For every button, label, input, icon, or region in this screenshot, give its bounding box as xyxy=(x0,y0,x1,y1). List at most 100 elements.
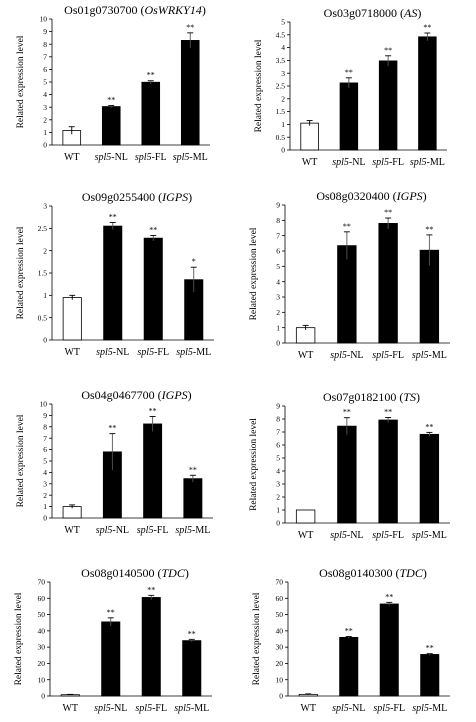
y-tick-label: 7 xyxy=(43,434,47,443)
y-tick-label: 0 xyxy=(43,514,47,523)
x-tick-label-tissue: -NL xyxy=(347,530,364,541)
significance-mark: ** xyxy=(188,629,196,638)
y-tick-label: 30 xyxy=(276,643,284,652)
x-tick-label: spl5-NL xyxy=(332,157,365,168)
significance-mark: ** xyxy=(147,71,155,80)
x-tick-label-tissue: -ML xyxy=(191,703,209,714)
chart-title: Os04g0467700 (IGPS) xyxy=(81,388,191,402)
x-tick-label: spl5-NL xyxy=(96,525,129,536)
significance-mark: ** xyxy=(109,213,117,222)
y-tick-label: 0 xyxy=(43,141,47,150)
bar-3 xyxy=(143,423,163,519)
x-tick-label-tissue: -FL xyxy=(390,703,405,714)
x-tick-label: WT xyxy=(64,525,80,536)
y-tick-label: 70 xyxy=(38,578,46,587)
chart-panel-7: Os08g0140500 (TDC) 0 10 20 30 40 50 60 70 Related… xyxy=(14,566,212,714)
bar-3 xyxy=(141,81,161,146)
bar-3 xyxy=(378,60,398,151)
x-tick-label-tissue: -NL xyxy=(111,703,128,714)
y-tick-label: 4 xyxy=(276,277,280,286)
y-tick-label: 0 xyxy=(276,339,280,348)
x-tick-label: spl5-FL xyxy=(137,347,169,358)
y-tick-label: 0 xyxy=(279,692,283,701)
x-tick-label: WT xyxy=(298,530,314,541)
x-tick-label-tissue: -NL xyxy=(113,347,130,358)
y-tick-label: 9 xyxy=(43,27,47,36)
significance-mark: ** xyxy=(189,465,197,474)
x-tick-label-genotype: spl5 xyxy=(332,157,349,168)
y-tick-label: 4.5 xyxy=(276,30,286,39)
y-axis-label: Related expression level xyxy=(16,226,26,319)
y-tick-label: 2 xyxy=(43,115,47,124)
y-tick-label: 50 xyxy=(38,610,46,619)
y-tick-label: 3 xyxy=(281,69,285,78)
y-tick-label: 0 xyxy=(41,692,45,701)
chart-title-gene: TS xyxy=(403,390,416,404)
chart-title-prefix: Os07g0182100 ( xyxy=(323,390,403,404)
x-tick-label-tissue: -ML xyxy=(429,530,447,541)
x-tick-label: spl5-FL xyxy=(135,152,167,163)
x-tick-label: spl5-ML xyxy=(410,157,445,168)
x-tick-label: spl5-NL xyxy=(332,703,365,714)
y-tick-label: 8 xyxy=(276,216,280,225)
y-axis-label: Related expression level xyxy=(16,35,26,128)
significance-mark: ** xyxy=(384,407,392,416)
x-tick-label: spl5-NL xyxy=(96,347,129,358)
x-tick-label-tissue: -FL xyxy=(152,703,167,714)
bar-3 xyxy=(378,222,398,344)
bar-4 xyxy=(418,36,437,151)
bar-1 xyxy=(62,297,82,341)
x-tick-label-genotype: spl5 xyxy=(412,703,429,714)
x-tick-label: WT xyxy=(302,157,318,168)
x-tick-label: spl5-NL xyxy=(330,530,363,541)
x-tick-label-genotype: spl5 xyxy=(330,350,347,361)
chart-title-suffix: ) xyxy=(423,189,427,203)
chart-title-gene: OsWRKY14 xyxy=(145,3,202,17)
bar-4 xyxy=(420,654,440,697)
x-tick-label-tissue: -ML xyxy=(189,152,207,163)
x-tick-label-genotype: spl5 xyxy=(372,350,389,361)
y-tick-label: 6 xyxy=(276,247,280,256)
y-tick-label: 0 xyxy=(276,519,280,528)
chart-title-prefix: Os03g0718000 ( xyxy=(324,6,404,20)
chart-title-gene: IGPS xyxy=(161,190,188,204)
x-tick-label-genotype: spl5 xyxy=(137,525,154,536)
y-tick-label: 1 xyxy=(43,291,47,300)
x-tick-label: spl5-ML xyxy=(412,350,447,361)
chart-title-gene: IGPS xyxy=(396,189,423,203)
y-tick-label: 1.5 xyxy=(38,269,48,278)
x-tick-label: spl5-ML xyxy=(174,703,209,714)
bar-3 xyxy=(143,237,163,341)
x-tick-label: spl5-ML xyxy=(412,530,447,541)
y-tick-label: 9 xyxy=(276,201,280,210)
chart-panel-5: Os04g0467700 (IGPS) 0 1 2 3 4 5 6 7 8 9 10 Related e… xyxy=(16,388,213,536)
chart-title: Os03g0718000 (AS) xyxy=(324,6,422,20)
chart-title: Os08g0140300 (TDC) xyxy=(319,566,427,580)
chart-title-prefix: Os01g0730700 ( xyxy=(64,3,144,17)
x-tick-label-tissue: -NL xyxy=(349,157,366,168)
x-tick-label-tissue: -FL xyxy=(154,347,169,358)
x-tick-label: spl5-FL xyxy=(372,157,404,168)
y-tick-label: 20 xyxy=(38,659,46,668)
bar-2 xyxy=(103,225,123,341)
chart-title-prefix: Os08g0320400 ( xyxy=(316,189,396,203)
significance-mark: ** xyxy=(384,208,392,217)
y-tick-label: 2 xyxy=(43,491,47,500)
y-axis-label: Related expression level xyxy=(14,592,24,685)
y-tick-label: 40 xyxy=(38,626,46,635)
y-tick-label: 2 xyxy=(276,308,280,317)
x-tick-label-genotype: spl5 xyxy=(330,530,347,541)
y-tick-label: 10 xyxy=(40,15,48,24)
chart-title-prefix: Os08g0140300 ( xyxy=(319,566,399,580)
chart-title-gene: TDC xyxy=(162,566,186,580)
x-tick-label: spl5-ML xyxy=(176,347,211,358)
x-tick-label: WT xyxy=(64,152,80,163)
y-tick-label: 4 xyxy=(43,468,47,477)
x-tick-label: spl5-NL xyxy=(94,703,127,714)
y-tick-label: 2 xyxy=(43,246,47,255)
chart-title: Os08g0320400 (IGPS) xyxy=(316,189,426,203)
x-tick-label: WT xyxy=(64,347,80,358)
chart-title-gene: TDC xyxy=(400,566,424,580)
x-tick-label: spl5-ML xyxy=(173,152,208,163)
significance-mark: ** xyxy=(345,68,353,77)
